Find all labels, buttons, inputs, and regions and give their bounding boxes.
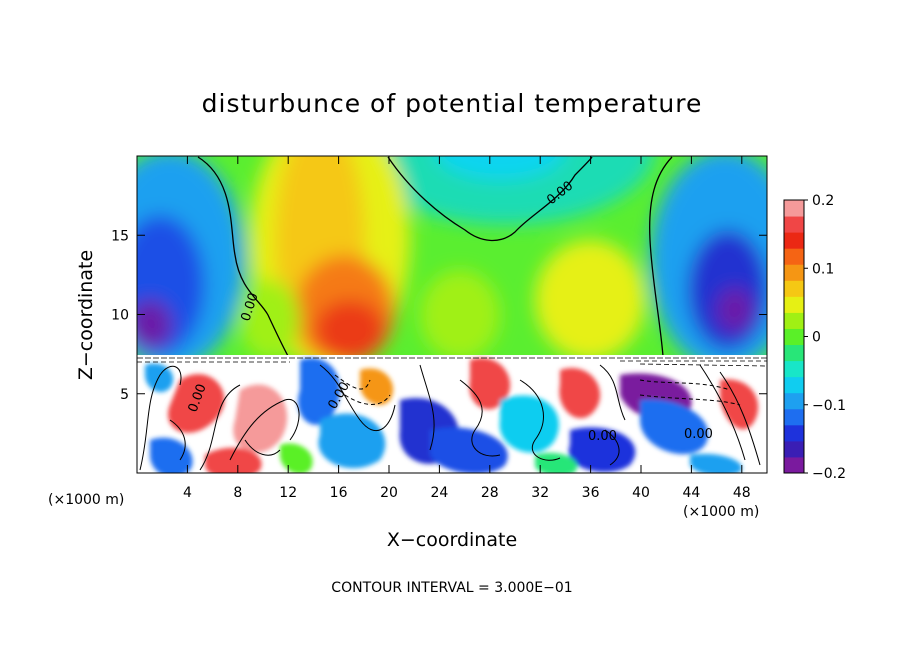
x-unit-right: (×1000 m): [683, 504, 759, 520]
colorbar-swatch: [784, 232, 804, 249]
colorbar-swatch: [784, 424, 804, 442]
x-tick-label: 40: [632, 485, 650, 501]
x-tick-label: 16: [330, 485, 348, 501]
x-unit-left: (×1000 m): [48, 492, 124, 508]
x-axis-ticks: 4 8 12 16 20 24 28 32 36 40 44 48: [183, 156, 751, 501]
x-tick-label: 44: [682, 485, 700, 501]
x-tick-label: 4: [183, 485, 192, 501]
x-axis-label: X−coordinate: [387, 529, 517, 551]
y-tick-label: 5: [120, 387, 129, 403]
colorbar-tick-label: 0.1: [812, 261, 834, 277]
colorbar-swatch: [784, 376, 804, 394]
y-tick-label: 10: [111, 308, 129, 324]
colorbar-swatch: [784, 264, 804, 281]
colorbar-tick-label: −0.1: [812, 398, 846, 414]
upper-field: [137, 156, 767, 359]
x-tick-label: 28: [481, 485, 499, 501]
y-tick-label: 15: [111, 228, 129, 244]
contour-label: 0.00: [684, 427, 713, 442]
colorbar-tick-label: 0.2: [812, 193, 834, 209]
x-tick-label: 20: [380, 485, 398, 501]
zero-contour-top: [387, 156, 593, 242]
colorbar-swatch: [784, 328, 804, 346]
colorbar-swatch: [784, 360, 804, 378]
colorbar-tick-label: 0: [812, 330, 821, 346]
colorbar-swatch: [784, 344, 804, 362]
colorbar-swatch: [784, 216, 804, 233]
x-tick-label: 36: [582, 485, 600, 501]
colorbar-swatch: [784, 200, 804, 217]
x-tick-label: 24: [430, 485, 448, 501]
colorbar-swatch: [784, 408, 804, 426]
zero-contour-left: [197, 156, 289, 357]
zero-contour-right: [649, 156, 673, 357]
x-tick-label: 8: [233, 485, 242, 501]
colorbar-swatch: [784, 440, 804, 458]
colorbar-swatch: [784, 456, 804, 474]
contour-interval-note: CONTOUR INTERVAL = 3.000E−01: [331, 580, 572, 596]
colorbar: 0.2 0.1 0 −0.1 −0.2: [783, 193, 846, 482]
x-tick-label: 48: [733, 485, 751, 501]
x-tick-label: 12: [279, 485, 297, 501]
colorbar-swatch: [784, 312, 804, 329]
chart-title: disturbunce of potential temperature: [202, 89, 703, 118]
lower-field: [137, 355, 767, 473]
contour-label: 0.00: [588, 429, 617, 444]
plot-area: [137, 156, 767, 473]
y-axis-ticks: 5 10 15: [111, 228, 767, 403]
y-axis-label: Z−coordinate: [75, 250, 97, 380]
colorbar-swatch: [784, 392, 804, 410]
colorbar-tick-label: −0.2: [812, 466, 846, 482]
colorbar-swatch: [784, 248, 804, 265]
colorbar-swatch: [784, 296, 804, 313]
x-tick-label: 32: [531, 485, 549, 501]
colorbar-swatch: [784, 280, 804, 297]
